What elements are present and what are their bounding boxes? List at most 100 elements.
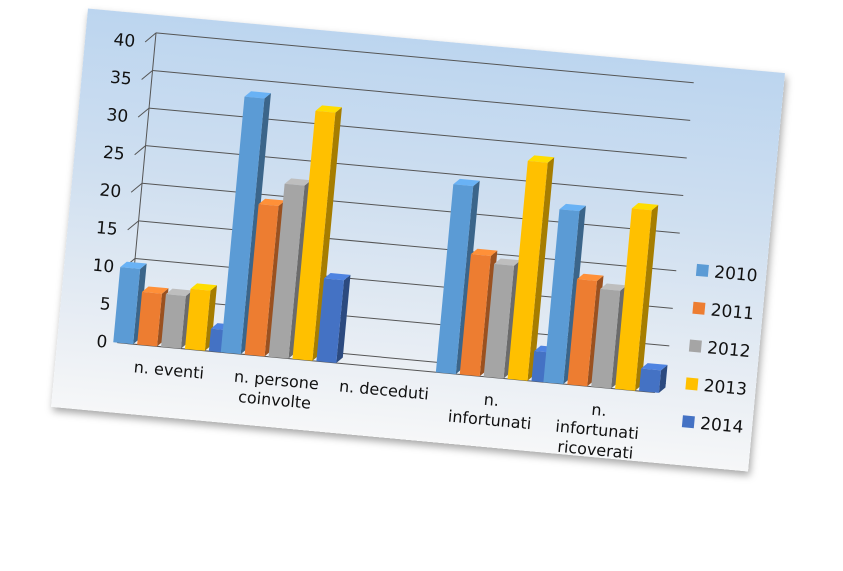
legend-item: 2010 xyxy=(695,263,758,287)
bar-top xyxy=(258,198,286,206)
bar-top xyxy=(142,286,169,294)
bar-front xyxy=(507,160,548,381)
bar xyxy=(435,178,480,375)
bar-side xyxy=(240,93,271,355)
y-axis-ticks: 0 5 10 15 20 25 30 35 40 xyxy=(92,30,136,353)
bar-top xyxy=(527,155,555,163)
y-tick-label: 20 xyxy=(99,180,122,202)
legend-item: 2011 xyxy=(692,300,755,324)
y-tick-label: 30 xyxy=(106,105,129,127)
legend: 2010 2011 2012 2013 2014 xyxy=(681,263,758,438)
category-label: n.infortunati xyxy=(447,387,534,434)
legend-item: 2012 xyxy=(688,338,751,362)
bar-front xyxy=(543,209,580,385)
bar-top xyxy=(190,283,217,291)
y-tick-label: 35 xyxy=(109,68,132,90)
bar-front xyxy=(638,368,661,393)
gridline xyxy=(148,107,687,159)
bar-top xyxy=(324,273,351,281)
bar-top xyxy=(244,91,271,99)
y-tick-label: 5 xyxy=(99,294,112,315)
bar-top xyxy=(453,178,480,187)
bar-front xyxy=(316,278,344,363)
bar xyxy=(220,91,271,355)
x-axis-line xyxy=(117,342,655,394)
bar-side xyxy=(455,180,480,375)
bar-front xyxy=(244,204,279,357)
y-tick-label: 40 xyxy=(113,30,136,52)
legend-swatch xyxy=(692,301,706,315)
category-label: n. eventi xyxy=(133,357,205,382)
gridline xyxy=(145,145,684,197)
bar-front xyxy=(184,288,211,351)
bar-side xyxy=(563,205,586,385)
gridline xyxy=(138,220,677,272)
legend-label: 2011 xyxy=(710,300,755,324)
legend-label: 2010 xyxy=(713,263,758,287)
legend-item: 2013 xyxy=(685,376,748,400)
gridline-depth xyxy=(137,107,150,118)
bar-side xyxy=(635,204,659,391)
bar-top xyxy=(631,202,659,211)
legend-swatch xyxy=(688,339,702,353)
bar xyxy=(638,363,668,393)
bar-top xyxy=(284,178,312,186)
bar-side xyxy=(133,263,147,345)
bar xyxy=(161,288,193,349)
bar-side xyxy=(658,364,668,393)
bar-side xyxy=(336,274,351,363)
bar xyxy=(316,273,351,363)
bar xyxy=(615,202,659,391)
bar xyxy=(507,155,555,381)
bar-front xyxy=(161,294,186,349)
bar-top xyxy=(641,363,668,371)
legend-label: 2012 xyxy=(706,338,751,362)
y-tick-label: 0 xyxy=(95,332,108,353)
gridline-depth xyxy=(141,70,153,80)
bar-top xyxy=(559,203,586,212)
bar-side xyxy=(527,157,555,381)
gridline-depth xyxy=(130,182,143,193)
category-label: n. personecoinvolte xyxy=(231,367,319,414)
category-label: n. deceduti xyxy=(338,376,429,403)
bar-front xyxy=(567,279,597,387)
bar-front xyxy=(615,208,652,391)
bar-top xyxy=(120,261,147,269)
bar-top xyxy=(470,248,498,256)
bar-top xyxy=(165,288,193,296)
bar-front xyxy=(113,267,141,345)
y-tick-label: 25 xyxy=(102,143,125,165)
bar-top xyxy=(315,105,342,113)
legend-label: 2013 xyxy=(703,376,748,400)
chart-panel: 0 5 10 15 20 25 30 35 40 n. eventi n. personecoin… xyxy=(51,8,785,472)
gridline xyxy=(152,70,691,121)
gridline-depth xyxy=(134,145,146,156)
legend-item: 2014 xyxy=(681,414,744,438)
bar xyxy=(292,105,342,361)
bar-front xyxy=(435,184,474,375)
category-label: n.infortunatiricoverati xyxy=(553,397,642,463)
gridline-depth xyxy=(127,220,139,231)
bar xyxy=(184,283,217,351)
bar-front xyxy=(459,254,491,377)
y-tick-label: 10 xyxy=(92,256,115,278)
bar-front xyxy=(591,288,621,389)
bar-top xyxy=(494,258,521,266)
legend-swatch xyxy=(685,377,699,391)
bar-top xyxy=(600,283,627,291)
bar-side xyxy=(204,285,217,351)
bar xyxy=(543,203,586,385)
bar xyxy=(113,261,147,345)
legend-label: 2014 xyxy=(699,414,744,438)
bar-front xyxy=(292,110,336,361)
bars xyxy=(113,91,668,393)
gridline xyxy=(142,182,680,234)
gridline-depth xyxy=(144,32,157,43)
bar-side xyxy=(312,107,342,361)
bar-chart: 0 5 10 15 20 25 30 35 40 n. eventi n. personecoin… xyxy=(92,30,759,463)
legend-swatch xyxy=(681,415,695,429)
bar-front xyxy=(220,96,265,355)
gridline xyxy=(155,32,694,84)
bar-top xyxy=(577,273,604,282)
bar-front xyxy=(137,291,162,347)
